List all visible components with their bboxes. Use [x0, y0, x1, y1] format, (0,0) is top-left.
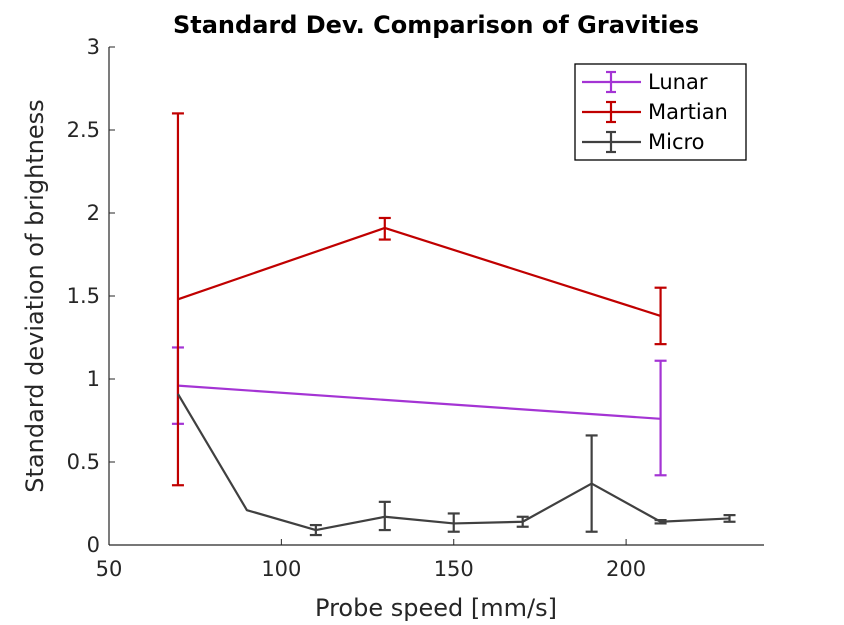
- error-bar: [654, 286, 667, 346]
- legend-label: Lunar: [648, 70, 708, 94]
- y-tick-label: 3: [87, 35, 100, 59]
- y-tick-label: 2.5: [67, 118, 100, 142]
- error-bar: [378, 500, 391, 532]
- legend: Lunar Martian Micro: [574, 63, 747, 161]
- y-tick-label: 0: [87, 533, 100, 557]
- legend-item-lunar: Lunar: [582, 70, 708, 94]
- y-axis-label: Standard deviation of brightness: [21, 99, 49, 492]
- x-axis-label: Probe speed [mm/s]: [315, 594, 557, 622]
- error-bar: [378, 216, 391, 241]
- legend-label: Micro: [648, 130, 705, 154]
- y-tick-label: 1: [87, 367, 100, 391]
- error-bar: [654, 518, 667, 525]
- legend-item-martian: Martian: [582, 100, 728, 124]
- error-bar: [723, 514, 736, 523]
- x-tick-label: 50: [96, 557, 123, 581]
- y-tick-label: 0.5: [67, 450, 100, 474]
- series-line: [177, 384, 661, 420]
- chart-title: Standard Dev. Comparison of Gravities: [173, 11, 699, 39]
- legend-item-micro: Micro: [582, 130, 705, 154]
- x-tick-label: 100: [261, 557, 301, 581]
- y-tick-label: 1.5: [67, 284, 100, 308]
- x-tick-label: 200: [606, 557, 646, 581]
- error-bar: [516, 515, 529, 528]
- error-bar: [447, 512, 460, 533]
- legend-label: Martian: [648, 100, 728, 124]
- error-bar: [654, 359, 667, 477]
- error-bar: [309, 523, 322, 537]
- series-micro: [177, 393, 736, 537]
- series-line: [177, 393, 730, 532]
- series-line: [177, 226, 661, 317]
- series-martian: [171, 112, 667, 487]
- series-layer: [171, 112, 736, 537]
- axes: 50 100 150 200 0 0.5 1 1.5 2 2.5 3: [67, 35, 764, 581]
- error-bar: [171, 112, 184, 487]
- x-tick-label: 150: [434, 557, 474, 581]
- error-bar: [585, 434, 598, 533]
- y-tick-label: 2: [87, 201, 100, 225]
